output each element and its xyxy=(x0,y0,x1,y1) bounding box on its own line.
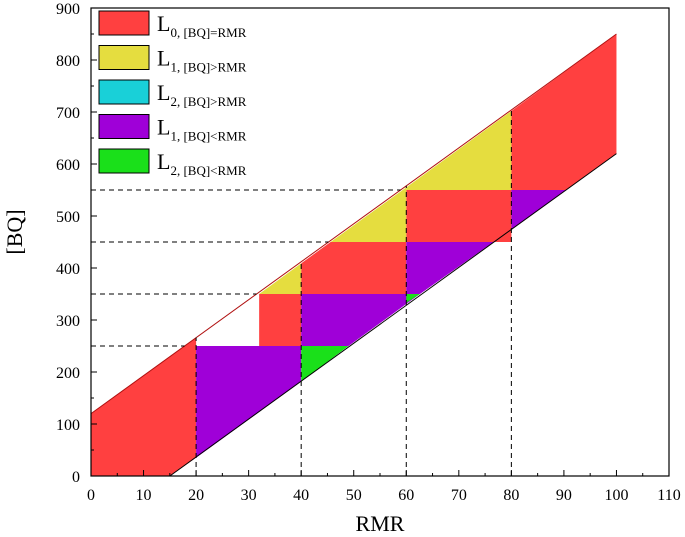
x-tick-label: 20 xyxy=(188,487,204,504)
band-upper-edge xyxy=(90,33,617,415)
region-0-0 xyxy=(91,337,197,476)
region-3-1 xyxy=(301,294,420,346)
band-lower-edge xyxy=(169,153,617,477)
legend-swatch-1 xyxy=(98,45,150,70)
y-tick-label: 400 xyxy=(56,261,80,278)
region-3-0 xyxy=(196,346,302,458)
region-1-0 xyxy=(259,263,302,294)
x-tick-label: 80 xyxy=(503,487,519,504)
y-tick-label: 900 xyxy=(56,1,80,18)
y-tick-label: 100 xyxy=(56,417,80,434)
region-0-4 xyxy=(511,34,617,230)
region-1-1 xyxy=(330,187,407,242)
x-tick-label: 90 xyxy=(556,487,572,504)
band-edges xyxy=(90,33,617,477)
region-3-2 xyxy=(406,242,494,294)
region-0-1 xyxy=(196,294,302,346)
x-axis-ticks: 0 10 20 30 40 50 60 70 80 90 100 110 xyxy=(87,470,681,504)
y-tick-label: 200 xyxy=(56,365,80,382)
x-tick-label: 0 xyxy=(87,487,95,504)
region-0-3 xyxy=(406,190,512,242)
x-axis-title: RMR xyxy=(356,511,405,536)
region-0-2 xyxy=(301,242,407,294)
legend-label-2: L2, [BQ]>RMR xyxy=(157,80,247,109)
x-tick-label: 10 xyxy=(136,487,152,504)
region-4-1 xyxy=(406,294,420,303)
y-tick-label: 0 xyxy=(72,469,80,486)
legend-swatch-4 xyxy=(98,148,150,174)
legend-label-3: L1, [BQ]<RMR xyxy=(157,115,247,144)
legend-swatch-0 xyxy=(98,10,150,36)
legend-swatch-2 xyxy=(98,79,150,105)
y-tick-label: 800 xyxy=(56,53,80,70)
legend-label-4: L2, [BQ]<RMR xyxy=(157,149,247,178)
y-axis-ticks: 0 100 200 300 400 500 600 700 800 900 xyxy=(56,1,97,486)
x-tick-label: 50 xyxy=(346,487,362,504)
legend-label-0: L0, [BQ]=RMR xyxy=(157,11,247,40)
y-tick-label: 300 xyxy=(56,313,80,330)
x-tick-label: 40 xyxy=(293,487,309,504)
region-1-2 xyxy=(406,110,512,190)
reference-lines xyxy=(91,109,512,476)
x-tick-label: 30 xyxy=(241,487,257,504)
legend: L0, [BQ]=RMR L1, [BQ]>RMR L2, [BQ]>RMR L1, … xyxy=(98,10,247,178)
y-tick-label: 600 xyxy=(56,157,80,174)
y-tick-label: 500 xyxy=(56,209,80,226)
legend-swatch-3 xyxy=(98,114,150,139)
x-tick-label: 100 xyxy=(604,487,628,504)
y-axis-title: [BQ] xyxy=(2,209,27,254)
x-tick-label: 110 xyxy=(657,487,680,504)
legend-label-1: L1, [BQ]>RMR xyxy=(157,46,247,75)
y-tick-label: 700 xyxy=(56,105,80,122)
x-tick-label: 70 xyxy=(451,487,467,504)
x-tick-label: 60 xyxy=(398,487,414,504)
